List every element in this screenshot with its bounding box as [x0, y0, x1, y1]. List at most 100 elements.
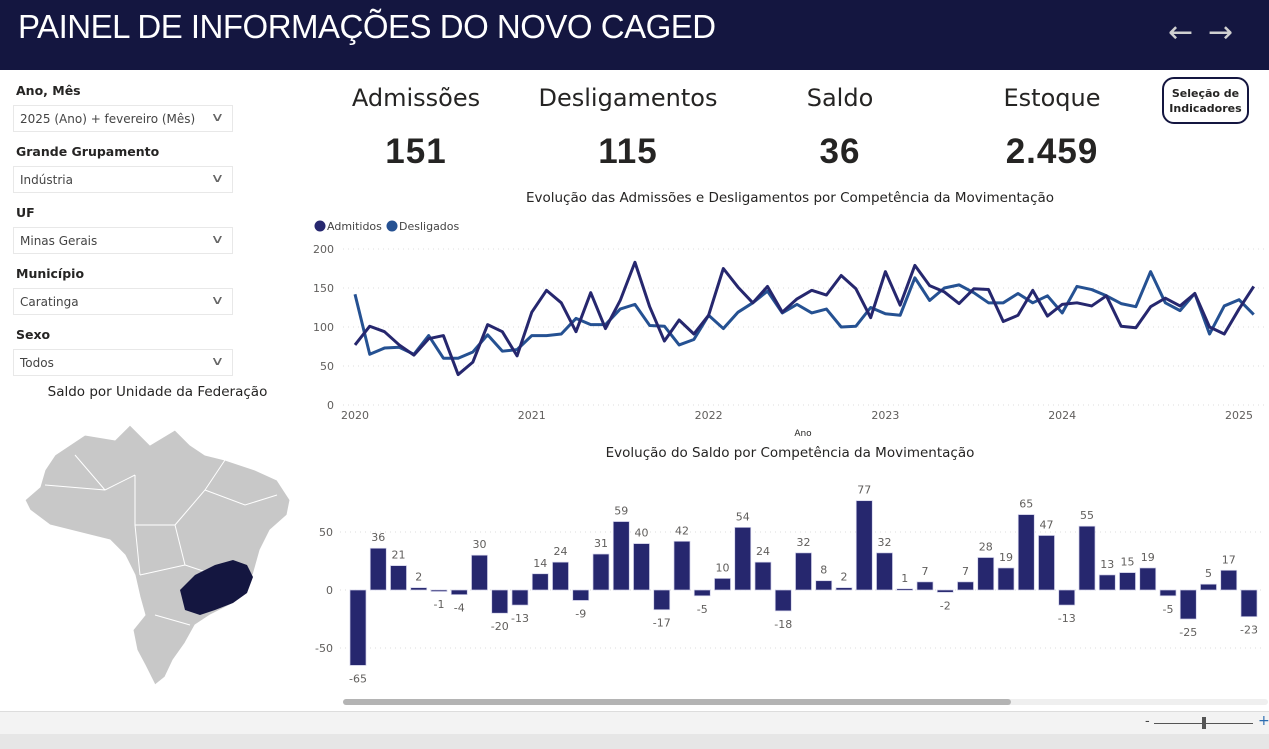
filter-value: Caratinga	[20, 295, 79, 309]
kpi-label: Estoque	[1003, 84, 1101, 112]
series-line-desligados[interactable]	[353, 270, 1255, 360]
y-tick-label: 200	[313, 243, 334, 256]
bar[interactable]	[531, 573, 549, 591]
x-tick-label: 2025	[1225, 409, 1253, 422]
data-label: 5	[1205, 567, 1212, 580]
data-label: 2	[415, 571, 422, 584]
zoom-out-button[interactable]: -	[1145, 714, 1150, 729]
bar[interactable]	[876, 552, 893, 591]
chevron-down-icon: ∨	[210, 232, 225, 246]
bar[interactable]	[1038, 535, 1055, 591]
line-chart[interactable]: 0 50 100 150 200 2020 2021 2022 2023 2024 2025 Ano A…	[300, 215, 1269, 440]
filter-dropdown[interactable]: Minas Gerais ∨	[13, 227, 233, 254]
brazil-map[interactable]	[15, 415, 300, 695]
data-label: 13	[1100, 558, 1114, 571]
bar[interactable]	[653, 589, 671, 611]
bar[interactable]	[552, 561, 569, 591]
bar[interactable]	[754, 561, 772, 591]
data-label: 31	[594, 537, 608, 550]
x-axis-title: Ano	[794, 429, 812, 439]
bar[interactable]	[795, 552, 812, 591]
bar[interactable]	[349, 589, 367, 666]
zoom-slider-thumb[interactable]	[1201, 717, 1206, 729]
y-tick-label: 50	[320, 360, 334, 373]
kpi-label: Saldo	[806, 84, 874, 112]
bar[interactable]	[936, 589, 954, 593]
bar[interactable]	[572, 589, 590, 601]
data-label: 47	[1040, 518, 1054, 531]
bar[interactable]	[1078, 525, 1096, 591]
filter-dropdown[interactable]: Todos ∨	[13, 349, 233, 376]
bar[interactable]	[714, 578, 731, 591]
line-chart-title: Evolução das Admissões e Desligamentos p…	[525, 190, 1055, 206]
button-label: Seleção de	[1171, 87, 1240, 100]
bar[interactable]	[511, 589, 529, 606]
data-label: 28	[979, 541, 993, 554]
bar[interactable]	[450, 589, 468, 595]
bar[interactable]	[430, 589, 448, 592]
data-label: -4	[454, 602, 465, 615]
bar[interactable]	[1220, 569, 1238, 591]
data-label: -23	[1240, 624, 1258, 637]
bar[interactable]	[734, 527, 752, 591]
legend-label[interactable]: Desligados	[399, 220, 460, 233]
bar[interactable]	[1058, 589, 1076, 606]
back-arrow-icon[interactable]: ←	[1168, 15, 1194, 50]
bar[interactable]	[633, 543, 650, 591]
bar[interactable]	[835, 587, 853, 591]
bar[interactable]	[774, 589, 792, 612]
bar[interactable]	[997, 567, 1015, 591]
bar[interactable]	[471, 554, 488, 591]
bar[interactable]	[410, 587, 428, 591]
data-label: -2	[940, 599, 951, 612]
bar[interactable]	[1119, 572, 1136, 591]
bar[interactable]	[1179, 589, 1197, 620]
y-tick-label: 0	[327, 399, 334, 412]
data-label: 32	[878, 536, 892, 549]
kpi-label: Admissões	[351, 84, 481, 112]
bar[interactable]	[916, 581, 934, 591]
indicator-selection-button[interactable]: Seleção de Indicadores	[1162, 77, 1249, 124]
minas-gerais-state[interactable]	[180, 560, 253, 615]
forward-arrow-icon[interactable]: →	[1208, 15, 1234, 50]
bar[interactable]	[815, 580, 833, 591]
bar[interactable]	[612, 521, 630, 591]
bar[interactable]	[977, 557, 995, 591]
series-line-admitidos[interactable]	[353, 260, 1255, 377]
data-label: 36	[371, 531, 385, 544]
bar[interactable]	[957, 581, 974, 591]
data-label: 59	[614, 505, 628, 518]
bar[interactable]	[369, 547, 387, 591]
bar[interactable]	[673, 540, 691, 591]
legend-marker	[386, 220, 398, 232]
bar[interactable]	[592, 553, 610, 591]
filter-dropdown[interactable]: 2025 (Ano) + fevereiro (Mês) ∨	[13, 105, 233, 132]
filter-label: Grande Grupamento	[16, 144, 160, 159]
bar[interactable]	[896, 588, 914, 591]
bar[interactable]	[1240, 589, 1258, 618]
data-label: 10	[716, 561, 730, 574]
brazil-states-shape[interactable]	[24, 424, 291, 686]
data-label: 65	[1019, 498, 1033, 511]
filter-dropdown[interactable]: Indústria ∨	[13, 166, 233, 193]
legend-label[interactable]: Admitidos	[327, 220, 382, 233]
bar[interactable]	[855, 500, 873, 591]
bar[interactable]	[390, 565, 407, 591]
bar[interactable]	[1098, 574, 1116, 591]
scrollbar-thumb[interactable]	[343, 699, 1011, 705]
bar[interactable]	[693, 589, 711, 597]
map-title: Saldo por Unidade da Federação	[47, 384, 268, 400]
bar[interactable]	[1159, 589, 1177, 597]
x-tick-label: 2021	[518, 409, 546, 422]
zoom-in-button[interactable]: +	[1258, 713, 1269, 729]
bar[interactable]	[1200, 583, 1217, 591]
chevron-down-icon: ∨	[210, 110, 225, 124]
bar[interactable]	[1017, 514, 1035, 591]
bar[interactable]	[1139, 567, 1157, 591]
filter-dropdown[interactable]: Caratinga ∨	[13, 288, 233, 315]
bar-chart-title: Evolução do Saldo por Competência da Mov…	[605, 445, 975, 461]
data-label: 7	[922, 565, 929, 578]
data-label: 40	[635, 527, 649, 540]
bar[interactable]	[491, 589, 509, 614]
